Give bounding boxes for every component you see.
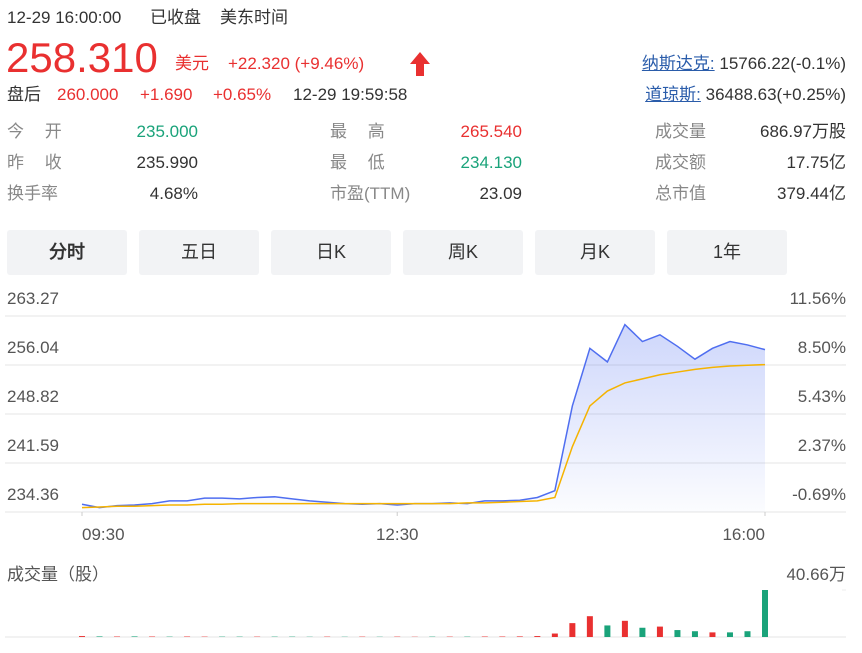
stat-label: 最 高 — [330, 122, 393, 141]
volume-bar — [516, 636, 523, 637]
y-tick-label: 256.04 — [7, 338, 59, 357]
tab[interactable]: 五日 — [139, 230, 259, 275]
y2-tick-label: 11.56% — [790, 289, 846, 308]
index[interactable]: 道琼斯: 36488.63(+0.25%) — [645, 85, 846, 105]
after-time: 12-29 19:59:58 — [293, 85, 408, 104]
stat-value: 17.75亿 — [786, 153, 846, 172]
stat-value: 686.97万股 — [760, 122, 846, 141]
volume-bar — [639, 627, 646, 637]
volume-bar — [96, 636, 103, 637]
stat-label: 成交量 — [655, 122, 706, 141]
stat-value: 234.130 — [460, 153, 522, 172]
stat-value: 23.09 — [479, 184, 522, 203]
datetime: 12-29 16:00:00 — [7, 8, 122, 27]
stat-value: 265.540 — [460, 122, 522, 141]
timezone: 美东时间 — [220, 8, 288, 27]
stat-label: 成交额 — [655, 153, 706, 172]
volume-bar — [586, 616, 593, 637]
area — [82, 324, 765, 512]
volume-bar — [604, 625, 611, 637]
index-value: 15766.22(-0.1%) — [719, 54, 846, 73]
volume-bar — [131, 636, 138, 637]
index-value: 36488.63(+0.25%) — [705, 85, 846, 104]
stat-value: 235.000 — [136, 122, 198, 141]
after-pct: +0.65% — [213, 85, 272, 104]
y-tick-label: 40.66万 — [786, 565, 846, 584]
status: 已收盘 — [150, 8, 201, 27]
y2-tick-label: 5.43% — [798, 387, 846, 406]
tab[interactable]: 月K — [535, 230, 655, 275]
y-tick-label: 248.82 — [7, 387, 59, 406]
volume-bar — [569, 623, 576, 637]
y-tick-label: 241.59 — [7, 436, 59, 455]
tab[interactable]: 1年 — [667, 230, 787, 275]
volume-bar — [762, 590, 768, 637]
volume-bar — [726, 632, 733, 637]
volume-bar — [744, 631, 751, 637]
change: +22.320 (+9.46%) — [228, 54, 365, 73]
stat-value: 379.44亿 — [777, 184, 846, 203]
index[interactable]: 纳斯达克: 15766.22(-0.1%) — [642, 54, 846, 74]
volume-bar — [621, 620, 628, 637]
y-tick-label: 263.27 — [7, 289, 59, 308]
volume-title: 成交量（股） — [7, 565, 109, 584]
volume-bar — [691, 631, 698, 637]
y2-tick-label: 8.50% — [798, 338, 846, 357]
volume-bar — [709, 632, 716, 637]
x-tick-label: 12:30 — [376, 525, 419, 544]
index-label[interactable]: 纳斯达克: — [641, 54, 715, 73]
line — [81, 363, 766, 509]
volume-bar — [79, 636, 85, 637]
currency: 美元 — [175, 54, 209, 73]
index-label[interactable]: 道琼斯: — [645, 85, 701, 104]
price: 258.310 — [6, 34, 158, 81]
volume-bar — [656, 626, 663, 637]
stat-value: 4.68% — [149, 184, 198, 203]
stat-value: 235.990 — [136, 153, 198, 172]
volume-bar — [551, 633, 558, 637]
x-tick-label: 09:30 — [82, 525, 125, 544]
stat-label: 换手率 — [7, 184, 58, 203]
tab[interactable]: 分时 — [7, 230, 127, 275]
stat-label: 最 低 — [330, 153, 393, 172]
x-tick-label: 16:00 — [722, 525, 765, 544]
after-label: 盘后 — [7, 85, 41, 104]
after-change: +1.690 — [140, 85, 193, 104]
stat-label: 总市值 — [655, 184, 706, 203]
stat-label: 昨 收 — [7, 153, 70, 172]
y2-tick-label: -0.69% — [792, 485, 846, 504]
after-price: 260.000 — [57, 85, 119, 104]
y2-tick-label: 2.37% — [798, 436, 846, 455]
tab[interactable]: 日K — [271, 230, 391, 275]
stat-label: 今 开 — [7, 122, 70, 141]
volume-bar — [534, 636, 541, 637]
stat-label: 市盈(TTM) — [330, 184, 411, 203]
tab[interactable]: 周K — [403, 230, 523, 275]
y-tick-label: 234.36 — [7, 485, 59, 504]
volume-bar — [674, 630, 681, 637]
